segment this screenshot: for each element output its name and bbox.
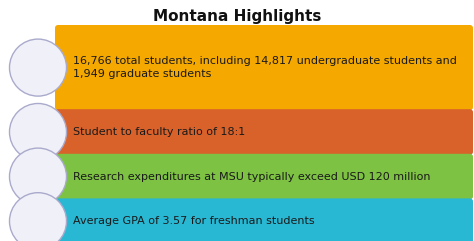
- Circle shape: [9, 148, 66, 205]
- Text: Student to faculty ratio of 18:1: Student to faculty ratio of 18:1: [73, 127, 245, 137]
- Text: Research expenditures at MSU typically exceed USD 120 million: Research expenditures at MSU typically e…: [73, 172, 430, 182]
- Text: Average GPA of 3.57 for freshman students: Average GPA of 3.57 for freshman student…: [73, 216, 314, 226]
- Circle shape: [9, 103, 66, 161]
- Text: 16,766 total students, including 14,817 undergraduate students and
1,949 graduat: 16,766 total students, including 14,817 …: [73, 56, 456, 79]
- FancyBboxPatch shape: [55, 25, 473, 110]
- FancyBboxPatch shape: [55, 198, 473, 241]
- FancyBboxPatch shape: [55, 109, 473, 155]
- Circle shape: [9, 39, 66, 96]
- Circle shape: [9, 193, 66, 241]
- FancyBboxPatch shape: [55, 154, 473, 199]
- Text: Montana Highlights: Montana Highlights: [153, 9, 321, 24]
